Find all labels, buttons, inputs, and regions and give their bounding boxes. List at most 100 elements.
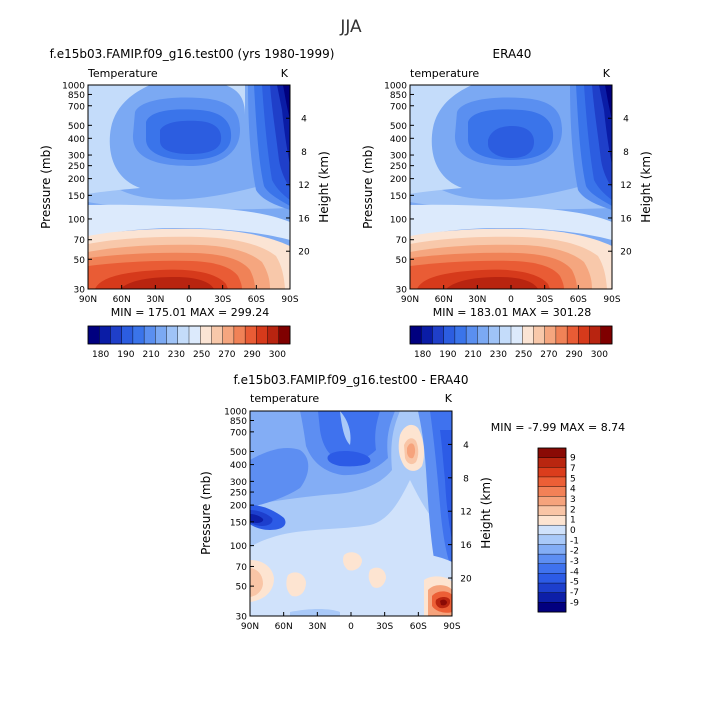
colorbar-label: -2 <box>570 547 579 557</box>
colorbar-swatch <box>143 325 156 345</box>
colorbar-swatch <box>533 325 546 345</box>
height-tick-label: 20 <box>298 248 310 258</box>
colorbar-swatch <box>537 592 567 603</box>
colorbar-swatch <box>244 325 257 345</box>
x-tick-label: 0 <box>508 295 514 305</box>
colorbar-swatch <box>537 602 567 613</box>
y-tick-label: 850 <box>230 417 247 427</box>
panel-era40-axes: Pressure (mb) Height (km) 10008507005004… <box>361 82 653 306</box>
contour-band <box>286 572 306 597</box>
y-tick-label: 300 <box>230 478 247 488</box>
colorbar-swatch <box>267 325 280 345</box>
height-tick-label: 8 <box>623 148 629 158</box>
y-tick-label: 70 <box>396 236 408 246</box>
contour-band <box>290 609 340 616</box>
panel-era40-variable: temperature <box>410 67 479 80</box>
colorbar-swatch <box>166 325 179 345</box>
colorbar-swatch <box>432 325 445 345</box>
model-temperature-contours <box>88 85 290 289</box>
x-tick-label: 60S <box>570 295 587 305</box>
x-tick-label: 90S <box>443 622 460 632</box>
height-tick-label: 16 <box>298 214 310 224</box>
panel-model-units: K <box>281 67 289 80</box>
colorbar-label: 300 <box>591 350 608 360</box>
y-tick-label: 850 <box>390 91 407 101</box>
contour-band <box>440 599 447 606</box>
contour-band <box>440 430 452 540</box>
colorbar-swatch <box>177 325 190 345</box>
colorbar-label: 290 <box>244 350 261 360</box>
colorbar-label: 1 <box>570 516 576 526</box>
y-tick-label: 500 <box>230 448 247 458</box>
y-tick-label: 50 <box>396 256 408 266</box>
y-tick-label: 1000 <box>384 82 407 92</box>
x-tick-label: 90S <box>603 295 620 305</box>
y-tick-label: 250 <box>230 489 247 499</box>
x-tick-label: 60N <box>435 295 453 305</box>
contour-band <box>88 204 290 240</box>
y-tick-label: 50 <box>236 583 248 593</box>
colorbar-label: 4 <box>570 485 576 495</box>
colorbar-swatch <box>278 325 291 345</box>
panel-model-axes: Pressure (mb) Height (km) 10008507005004… <box>39 82 331 306</box>
panel-diff-ylabel2: Height (km) <box>479 477 493 548</box>
colorbar-swatch <box>256 325 269 345</box>
height-tick-label: 12 <box>620 181 631 191</box>
colorbar-label: -5 <box>570 578 579 588</box>
y-tick-label: 700 <box>390 102 407 112</box>
contour-band <box>250 514 264 523</box>
colorbar-swatch <box>566 325 579 345</box>
y-tick-label: 700 <box>230 428 247 438</box>
colorbar-swatch <box>600 325 613 345</box>
colorbar-swatch <box>409 325 422 345</box>
colorbar-swatch <box>537 524 567 536</box>
y-tick-label: 1000 <box>224 408 247 418</box>
panel-diff-units: K <box>445 392 453 405</box>
contour-band <box>368 567 386 588</box>
contour-band <box>250 448 309 507</box>
height-tick-label: 12 <box>460 508 471 518</box>
contour-band <box>150 85 245 115</box>
y-tick-label: 850 <box>68 91 85 101</box>
colorbar-label: 270 <box>218 350 235 360</box>
y-tick-label: 500 <box>68 122 85 132</box>
colorbar-label: 270 <box>540 350 557 360</box>
colorbar-label: -3 <box>570 557 579 567</box>
height-tick-label: 4 <box>623 115 629 125</box>
colorbar-swatch <box>99 325 111 345</box>
x-tick-label: 30S <box>214 295 231 305</box>
panel-diff-title: f.e15b03.FAMIP.f09_g16.test00 - ERA40 <box>234 373 469 387</box>
colorbar-swatch <box>110 325 123 345</box>
y-tick-label: 100 <box>390 215 407 225</box>
colorbar-swatch <box>499 325 512 345</box>
colorbar-swatch <box>155 325 168 345</box>
panel-diff-minmax: MIN = -7.99 MAX = 8.74 <box>491 421 625 434</box>
colorbar-label: 2 <box>570 505 576 515</box>
contour-band <box>343 552 362 571</box>
panel-diff-variable: temperature <box>250 392 319 405</box>
colorbar-label: -9 <box>570 598 579 608</box>
colorbar-swatch <box>443 325 456 345</box>
y-tick-label: 700 <box>68 102 85 112</box>
panel-era40-colorbar: 180 190 210 230 250 270 290 300 <box>409 325 613 360</box>
height-tick-label: 4 <box>301 115 307 125</box>
y-tick-label: 300 <box>68 152 85 162</box>
contour-band <box>160 120 222 154</box>
colorbar-swatch <box>537 486 567 497</box>
y-tick-label: 100 <box>230 542 247 552</box>
x-tick-label: 30N <box>308 622 326 632</box>
era40-temperature-contours <box>410 85 612 289</box>
colorbar-swatch <box>537 573 567 584</box>
x-tick-label: 0 <box>186 295 192 305</box>
colorbar-swatch <box>537 457 567 468</box>
colorbar-swatch <box>510 325 523 345</box>
y-tick-label: 200 <box>68 175 85 185</box>
panel-model-colorbar: 180 190 210 230 250 270 290 300 <box>87 325 291 360</box>
colorbar-label: 300 <box>269 350 286 360</box>
colorbar-swatch <box>537 447 567 459</box>
height-tick-label: 20 <box>620 248 632 258</box>
height-tick-label: 4 <box>463 441 469 451</box>
colorbar-label: 0 <box>570 526 576 536</box>
y-tick-label: 150 <box>68 192 85 202</box>
y-tick-label: 150 <box>390 192 407 202</box>
